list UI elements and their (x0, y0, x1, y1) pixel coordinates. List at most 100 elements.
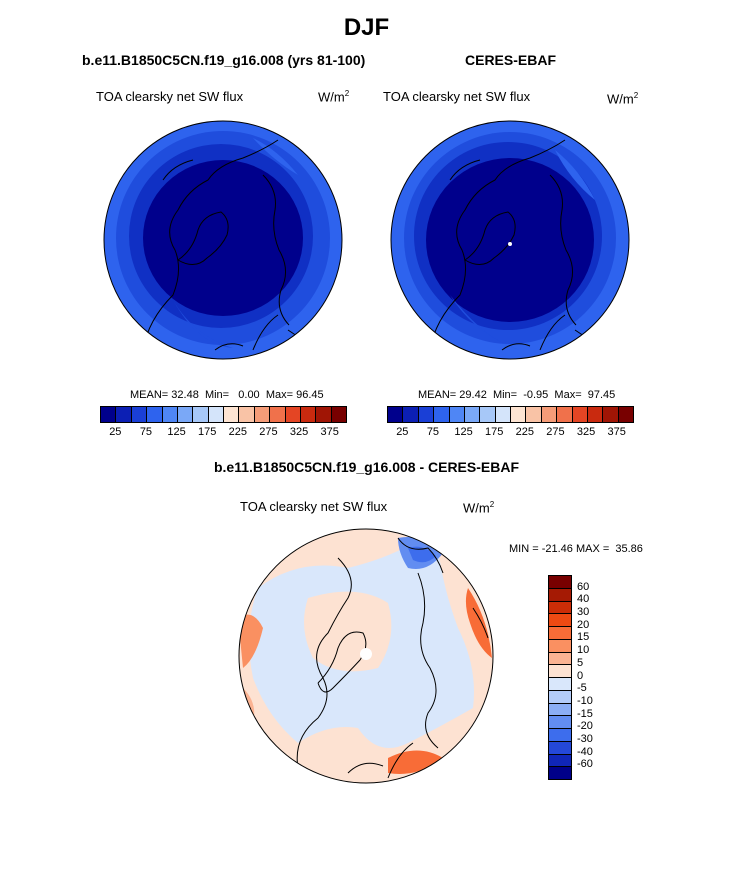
figure-title: DJF (343, 14, 390, 41)
obs-colorbar-segment (602, 407, 618, 422)
model-colorbar-tick-label: 175 (198, 426, 217, 438)
obs-stats: MEAN= 29.42 Min= -0.95 Max= 97.45 (418, 389, 616, 401)
model-colorbar-segment (330, 407, 346, 422)
model-stats: MEAN= 32.48 Min= 0.00 Max= 96.45 (130, 389, 324, 401)
diff-colorbar-tick-label: -10 (577, 694, 593, 707)
obs-colorbar-tick-label: 275 (546, 426, 565, 438)
obs-colorbar-segment (525, 407, 541, 422)
diff-colorbar-tick-label: -30 (577, 732, 593, 745)
model-colorbar-segment (315, 407, 331, 422)
obs-colorbar-segment (417, 407, 434, 422)
obs-colorbar (387, 406, 634, 423)
diff-colorbar-tick-label: 40 (577, 593, 590, 606)
diff-colorbar-tick-label: 60 (577, 580, 590, 593)
diff-colorbar-tick-label: -20 (577, 720, 593, 733)
diff-variable-label: TOA clearsky net SW flux (240, 499, 388, 514)
diff-colorbar-tick-label: -60 (577, 758, 593, 771)
diff-colorbar-segment (549, 613, 571, 626)
model-colorbar-tick-label: 25 (109, 426, 122, 438)
model-colorbar-segment (299, 407, 316, 422)
obs-colorbar-segment (494, 407, 510, 422)
diff-colorbar-segment (549, 651, 571, 665)
obs-colorbar-tick-label: 25 (396, 426, 409, 438)
obs-colorbar-tick-label: 375 (607, 426, 626, 438)
diff-colorbar-tick-label: -5 (577, 682, 587, 695)
model-colorbar-segment (284, 407, 300, 422)
model-polar-map (103, 120, 343, 360)
obs-colorbar-segment (617, 407, 633, 422)
diff-colorbar-segment (549, 728, 571, 741)
diff-colorbar-ticks: 60 40 30 20 15 10 5 0 -5 -10 -15 -20 -30 -40 -60 (577, 575, 617, 778)
obs-colorbar-segment (479, 407, 495, 422)
obs-colorbar-ticks: 25 75 125 175 225 275 325 375 (387, 426, 632, 440)
diff-colorbar-tick-label: 0 (577, 669, 584, 682)
obs-colorbar-segment (402, 407, 418, 422)
diff-colorbar-tick-label: -15 (577, 707, 593, 720)
obs-polar-map (390, 120, 630, 360)
diff-colorbar-segment (549, 664, 571, 677)
model-colorbar-segment (192, 407, 208, 422)
model-colorbar-tick-label: 225 (228, 426, 247, 438)
diff-colorbar-segment (549, 740, 571, 754)
model-colorbar-tick-label: 75 (139, 426, 153, 438)
obs-colorbar-segment (463, 407, 480, 422)
model-colorbar-segment (253, 407, 270, 422)
model-colorbar (100, 406, 347, 423)
obs-colorbar-segment (556, 407, 572, 422)
obs-colorbar-segment (540, 407, 557, 422)
model-colorbar-tick-label: 125 (167, 426, 186, 438)
diff-colorbar (548, 575, 572, 780)
obs-colorbar-segment (510, 407, 526, 422)
diff-colorbar-segment (549, 689, 571, 703)
diff-colorbar-segment (549, 753, 571, 767)
model-colorbar-tick-label: 375 (320, 426, 339, 438)
model-colorbar-segment (130, 407, 147, 422)
obs-colorbar-segment (433, 407, 449, 422)
model-colorbar-tick-label: 325 (289, 426, 309, 438)
obs-colorbar-tick-label: 75 (426, 426, 440, 438)
obs-colorbar-segment (388, 407, 403, 422)
diff-colorbar-tick-label: 5 (577, 656, 584, 669)
model-colorbar-segment (161, 407, 177, 422)
diff-panel-title: b.e11.B1850C5CN.f19_g16.008 - CERES-EBAF (213, 459, 520, 475)
model-colorbar-segment (176, 407, 193, 422)
model-colorbar-segment (101, 407, 116, 422)
diff-colorbar-segment (549, 766, 571, 779)
model-colorbar-segment (223, 407, 239, 422)
diff-colorbar-segment (549, 600, 571, 614)
model-colorbar-segment (238, 407, 254, 422)
model-colorbar-segment (115, 407, 131, 422)
model-colorbar-ticks: 25 75 125 175 225 275 325 375 (100, 426, 345, 440)
diff-colorbar-segment (549, 587, 571, 601)
diff-units-label: W/m2 (463, 500, 495, 516)
model-colorbar-segment (146, 407, 162, 422)
model-variable-label: TOA clearsky net SW flux (96, 89, 244, 104)
model-colorbar-tick-label: 275 (259, 426, 278, 438)
obs-colorbar-tick-label: 175 (485, 426, 504, 438)
diff-polar-map (238, 528, 494, 784)
obs-colorbar-tick-label: 125 (454, 426, 473, 438)
obs-variable-label: TOA clearsky net SW flux (383, 89, 531, 104)
model-units-label: W/m2 (318, 89, 350, 105)
obs-colorbar-segment (586, 407, 603, 422)
obs-colorbar-tick-label: 325 (576, 426, 596, 438)
model-colorbar-segment (269, 407, 285, 422)
diff-colorbar-segment (549, 702, 571, 716)
obs-pole-hole (508, 242, 512, 246)
obs-units-label: W/m2 (607, 91, 639, 107)
diff-colorbar-tick-label: 30 (577, 606, 590, 619)
diff-colorbar-tick-label: 10 (577, 644, 590, 657)
model-colorbar-segment (207, 407, 223, 422)
diff-coastlines (296, 537, 489, 779)
obs-panel-title: CERES-EBAF (465, 52, 557, 68)
diff-colorbar-segment (549, 638, 571, 652)
diff-colorbar-segment (549, 626, 571, 639)
obs-colorbar-segment (571, 407, 587, 422)
diff-colorbar-tick-label: -40 (577, 745, 593, 758)
diff-colorbar-segment (549, 677, 571, 690)
model-panel-title: b.e11.B1850C5CN.f19_g16.008 (yrs 81-100) (82, 52, 366, 68)
diff-colorbar-segment (549, 715, 571, 728)
diff-colorbar-tick-label: 15 (577, 631, 590, 644)
diff-pole-hole (360, 648, 372, 660)
obs-colorbar-tick-label: 225 (515, 426, 534, 438)
